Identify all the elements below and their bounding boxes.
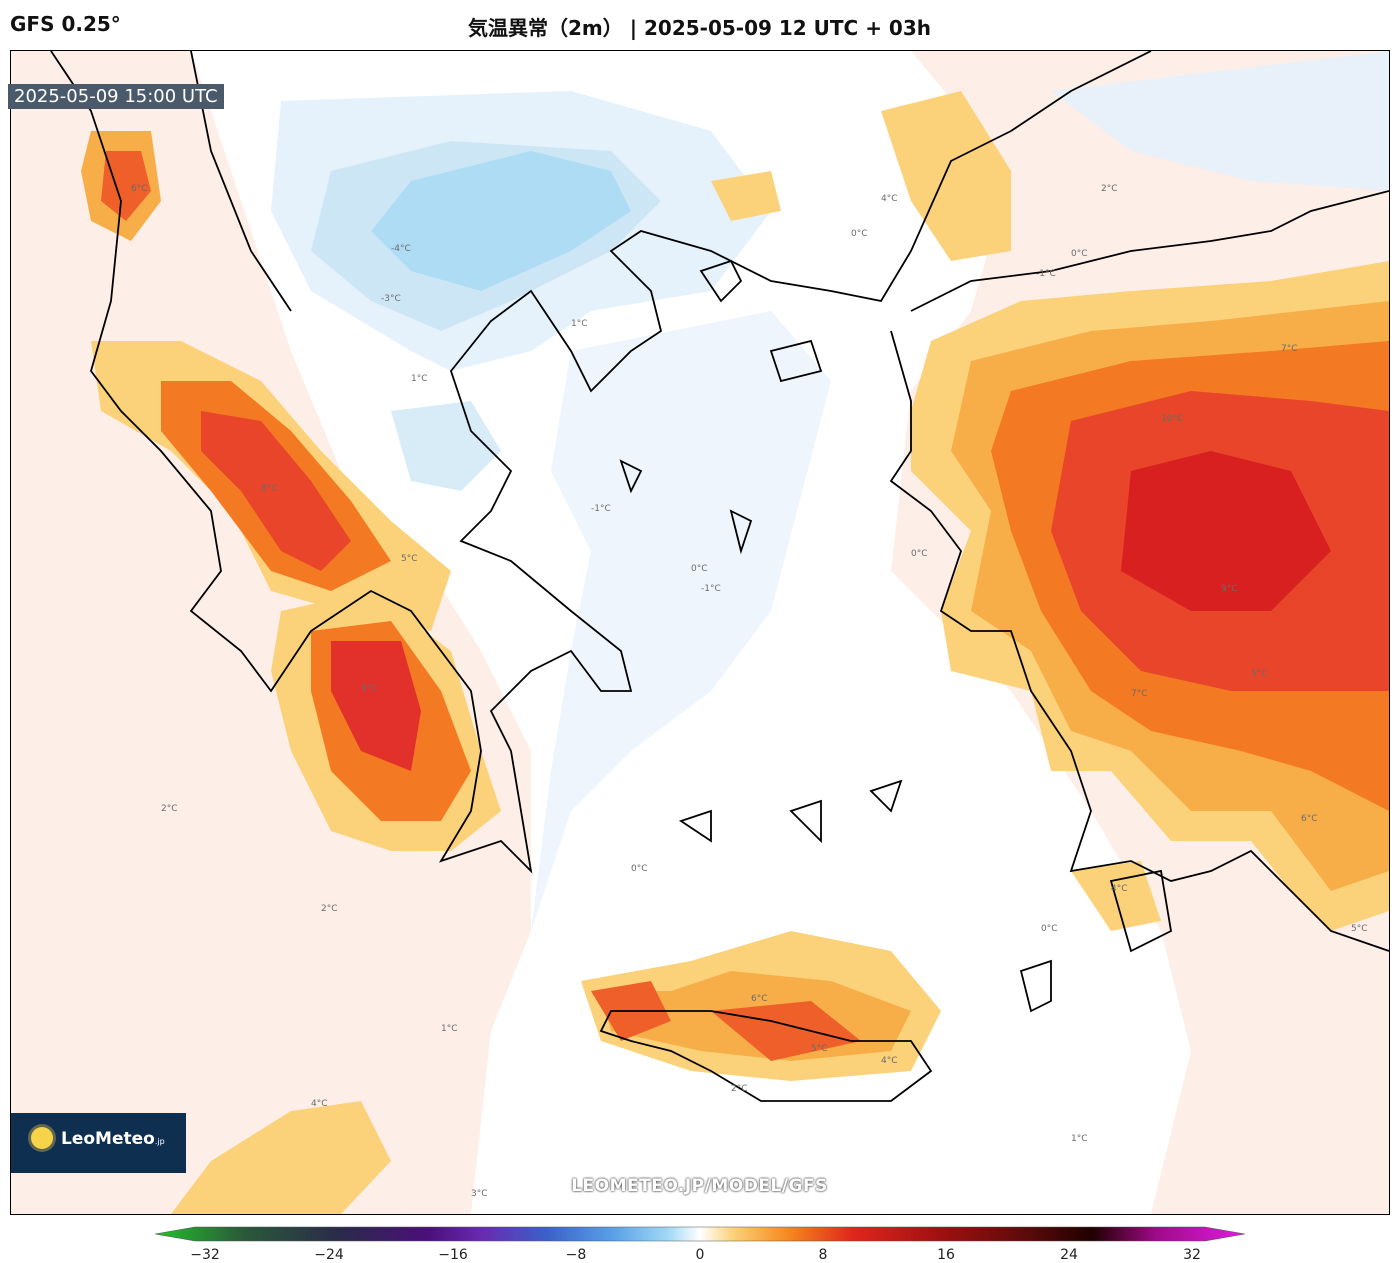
- colorbar-tick: 16: [937, 1247, 955, 1263]
- iso-label: 6°C: [1301, 814, 1318, 824]
- iso-label: 7°C: [1281, 344, 1298, 354]
- colorbar-tick: 24: [1060, 1247, 1078, 1263]
- iso-label: 9°C: [1221, 584, 1238, 594]
- valid-time-badge: 2025-05-09 15:00 UTC: [8, 84, 224, 109]
- libya-warm: [171, 1101, 391, 1214]
- turkey-warm-core: [1121, 451, 1331, 611]
- cold-zone-small: [391, 401, 501, 491]
- colorbar-tick: 0: [695, 1247, 705, 1263]
- iso-label: 0°C: [1041, 924, 1058, 934]
- leometeo-logo: LeoMeteo.jp: [11, 1113, 186, 1173]
- iso-label: -4°C: [391, 244, 411, 254]
- colorbar-tick: −24: [314, 1247, 344, 1263]
- aegean-cold-zone: [531, 311, 831, 931]
- iso-label: 4°C: [1111, 884, 1128, 894]
- colorbar-tick: −16: [438, 1247, 468, 1263]
- iso-label: -1°C: [1036, 269, 1056, 279]
- watermark-url: LEOMETEO.JP/MODEL/GFS: [571, 1176, 828, 1196]
- epirus-warm-red: [201, 411, 351, 571]
- colorbar-tick: 32: [1183, 1247, 1201, 1263]
- iso-label: -3°C: [381, 294, 401, 304]
- colorbar-tick: −32: [190, 1247, 220, 1263]
- iso-label: 1°C: [411, 374, 428, 384]
- peloponnese-warm-red: [331, 641, 421, 771]
- crete-outline: [599, 1010, 933, 1102]
- iso-label: 5°C: [401, 554, 418, 564]
- colorbar: [155, 1226, 1245, 1242]
- thrace-warm: [881, 91, 1011, 261]
- iso-label: 6°C: [131, 184, 148, 194]
- iso-label: 5°C: [1251, 669, 1268, 679]
- cold-zone-strong: [371, 151, 631, 291]
- iso-label: 3°C: [471, 1189, 488, 1199]
- iso-label: 0°C: [631, 864, 648, 874]
- iso-label: 0°C: [1071, 249, 1088, 259]
- iso-label: 4°C: [881, 194, 898, 204]
- iso-label: 2°C: [1101, 184, 1118, 194]
- model-name: GFS 0.25°: [10, 12, 121, 36]
- logo-text: LeoMeteo.jp: [61, 1129, 165, 1149]
- iso-label: 0°C: [691, 564, 708, 574]
- iso-label: 1°C: [571, 319, 588, 329]
- iso-label: 0°C: [851, 229, 868, 239]
- colorbar-tick: 8: [818, 1247, 828, 1263]
- iso-label: 5°C: [811, 1044, 828, 1054]
- iso-label: 2°C: [161, 804, 178, 814]
- iso-label: 5°C: [1351, 924, 1368, 934]
- iso-label: 2°C: [321, 904, 338, 914]
- iso-label: 0°C: [911, 549, 928, 559]
- iso-label: 4°C: [881, 1056, 898, 1066]
- colorbar-gradient: [155, 1226, 1245, 1242]
- iso-label: 7°C: [1131, 689, 1148, 699]
- rhodope-warm: [711, 171, 781, 221]
- iso-label: 8°C: [261, 484, 278, 494]
- colorbar-tick: −8: [565, 1247, 587, 1263]
- sun-icon: [31, 1127, 53, 1149]
- iso-label: 9°C: [361, 684, 378, 694]
- albania-warm-core: [101, 151, 151, 221]
- chart-title: 気温異常（2m） | 2025-05-09 12 UTC + 03h: [468, 16, 931, 40]
- iso-label: 4°C: [311, 1099, 328, 1109]
- map-canvas: 6°C 8°C 9°C 5°C -4°C -3°C 10°C 9°C 7°C 6…: [11, 51, 1389, 1214]
- iso-label: 2°C: [731, 1084, 748, 1094]
- iso-label: 10°C: [1161, 414, 1183, 424]
- black-sea-cold: [1051, 51, 1389, 191]
- iso-label: 6°C: [751, 994, 768, 1004]
- iso-label: -1°C: [701, 584, 721, 594]
- anomaly-map: 6°C 8°C 9°C 5°C -4°C -3°C 10°C 9°C 7°C 6…: [10, 50, 1390, 1215]
- iso-label: -1°C: [591, 504, 611, 514]
- crete-east-core: [711, 1001, 861, 1061]
- iso-label: 1°C: [441, 1024, 458, 1034]
- iso-label: 1°C: [1071, 1134, 1088, 1144]
